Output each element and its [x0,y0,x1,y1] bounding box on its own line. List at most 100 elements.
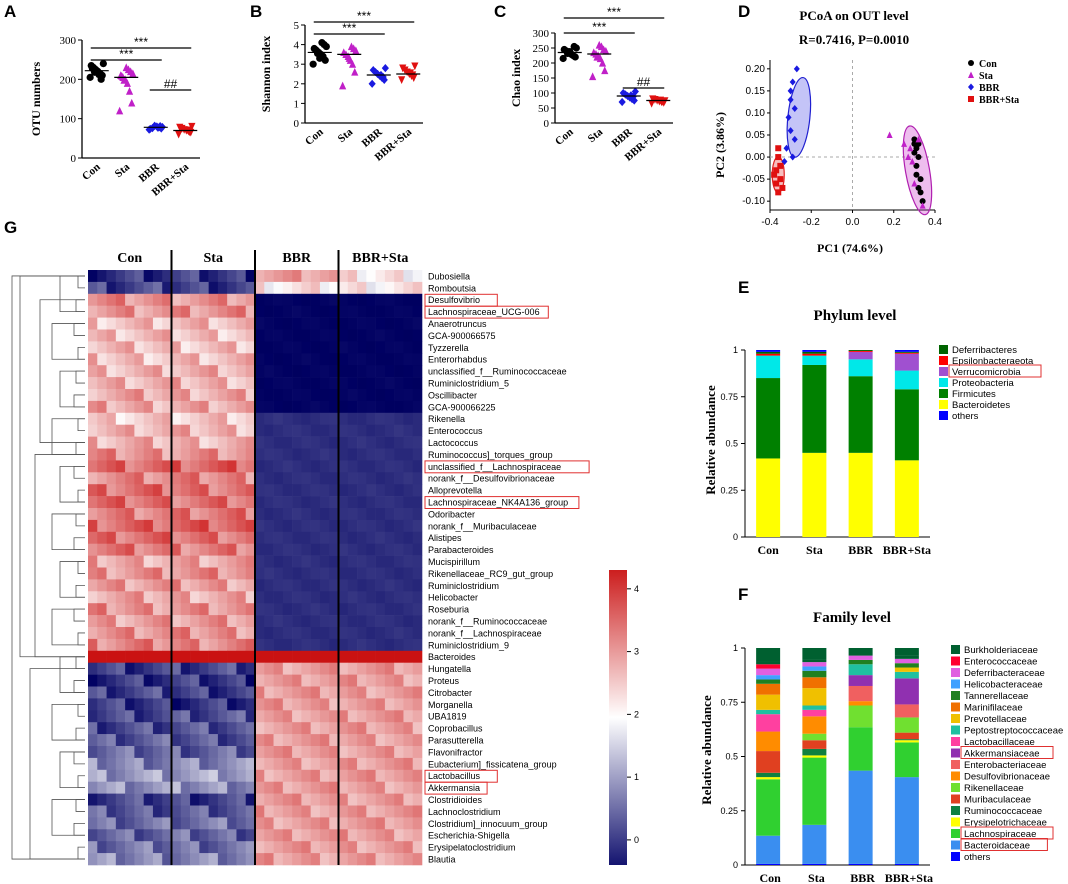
heatmap-cell [301,567,311,580]
heatmap-cell [366,543,376,556]
heatmap-cell [245,746,256,759]
heatmap-cell [106,329,117,342]
heatmap-cell [97,377,107,390]
heatmap-cell [384,270,395,283]
heatmap-cell [115,627,126,640]
heatmap-cell [319,460,330,473]
heatmap-cell [273,305,284,318]
heatmap-cell [282,746,293,759]
heatmap-cell [152,460,163,473]
heatmap-cell [375,627,386,640]
heatmap-cell [347,805,358,818]
bar-segment [802,748,827,756]
legend-swatch [951,656,960,666]
pcoa-point [789,153,796,161]
heatmap-cell [97,662,107,675]
heatmap-cell [97,638,107,652]
heatmap-cell [282,841,293,854]
heatmap-cell [319,353,330,366]
heatmap-cell [403,281,414,295]
phylum-ylabel: Relative abundance [703,385,718,495]
heatmap-cell [125,769,135,782]
heatmap-cell [143,817,154,830]
heatmap-cell [88,305,98,318]
heatmap-cell [236,638,247,652]
bar-segment [894,742,919,778]
heatmap-cell [412,377,423,390]
heatmap-cell [412,329,423,342]
heatmap-cell [190,460,200,473]
bar-x-tick-label: Sta [806,543,823,557]
heatmap-cell [125,591,135,604]
pcoa-point [913,171,920,178]
heatmap-cell [143,365,154,378]
pcoa-x-tick-label: 0.0 [846,217,860,228]
heatmap-cell [227,305,237,318]
heatmap-cell [143,519,154,533]
heatmap-cell [208,734,219,747]
bar-segment [756,694,781,710]
heatmap-cell [125,412,135,425]
heatmap-cell [115,746,126,759]
heatmap-cell [338,734,349,747]
heatmap-cell [292,638,302,652]
heatmap-cell [97,757,107,771]
heatmap-cell [152,841,163,854]
heatmap-cell [88,400,98,414]
heatmap-cell [134,841,144,854]
heatmap-cell [180,555,191,568]
heatmap-cell [125,531,135,544]
heatmap-cell [199,674,209,687]
heatmap-cell [125,579,135,592]
heatmap-cell [180,377,191,390]
heatmap-cell [301,793,311,806]
heatmap-cell [152,817,163,830]
data-point [619,88,627,98]
heatmap-cell [310,627,321,640]
heatmap-cell [152,734,163,747]
bar-segment [756,355,781,379]
heatmap-cell [394,793,404,806]
bar-segment [894,658,919,664]
heatmap-cell [366,317,376,330]
heatmap-cell [236,853,247,866]
heatmap-cell [125,293,135,306]
legend-label: Bacteroidetes [952,400,1010,411]
heatmap-cell [227,329,237,342]
heatmap-cell [190,543,200,556]
heatmap-cell [106,555,117,568]
heatmap-cell [134,412,144,425]
heatmap-cell [199,531,209,544]
heatmap-cell [264,424,274,437]
heatmap-cell [199,567,209,580]
heatmap-cell [347,424,358,437]
heatmap-cell [245,317,256,330]
legend-marker [968,71,974,78]
heatmap-cell [143,460,154,473]
heatmap-cell [106,424,117,437]
heatmap-cell [190,329,200,342]
heatmap-cell [292,674,302,687]
heatmap-cell [115,377,126,390]
heatmap-cell [357,710,367,723]
bar-segment [848,705,873,728]
heatmap-cell [199,519,209,533]
heatmap-row-label: Akkermansia [428,783,480,793]
heatmap-cell [134,329,144,342]
heatmap-cell [273,329,284,342]
heatmap-cell [394,365,404,378]
pcoa-y-tick-label: 0.05 [746,130,766,141]
heatmap-cell [208,817,219,830]
heatmap-cell [310,270,321,283]
heatmap-cell [412,781,423,794]
heatmap-cell [245,817,256,830]
heatmap-cell [357,638,367,652]
heatmap-cell [245,472,256,485]
heatmap-cell [403,817,414,830]
heatmap-cell [190,365,200,378]
heatmap-cell [255,424,265,437]
heatmap-cell [301,853,311,866]
heatmap-cell [115,341,126,354]
heatmap-cell [255,317,265,330]
heatmap-group-label: BBR [282,251,312,266]
